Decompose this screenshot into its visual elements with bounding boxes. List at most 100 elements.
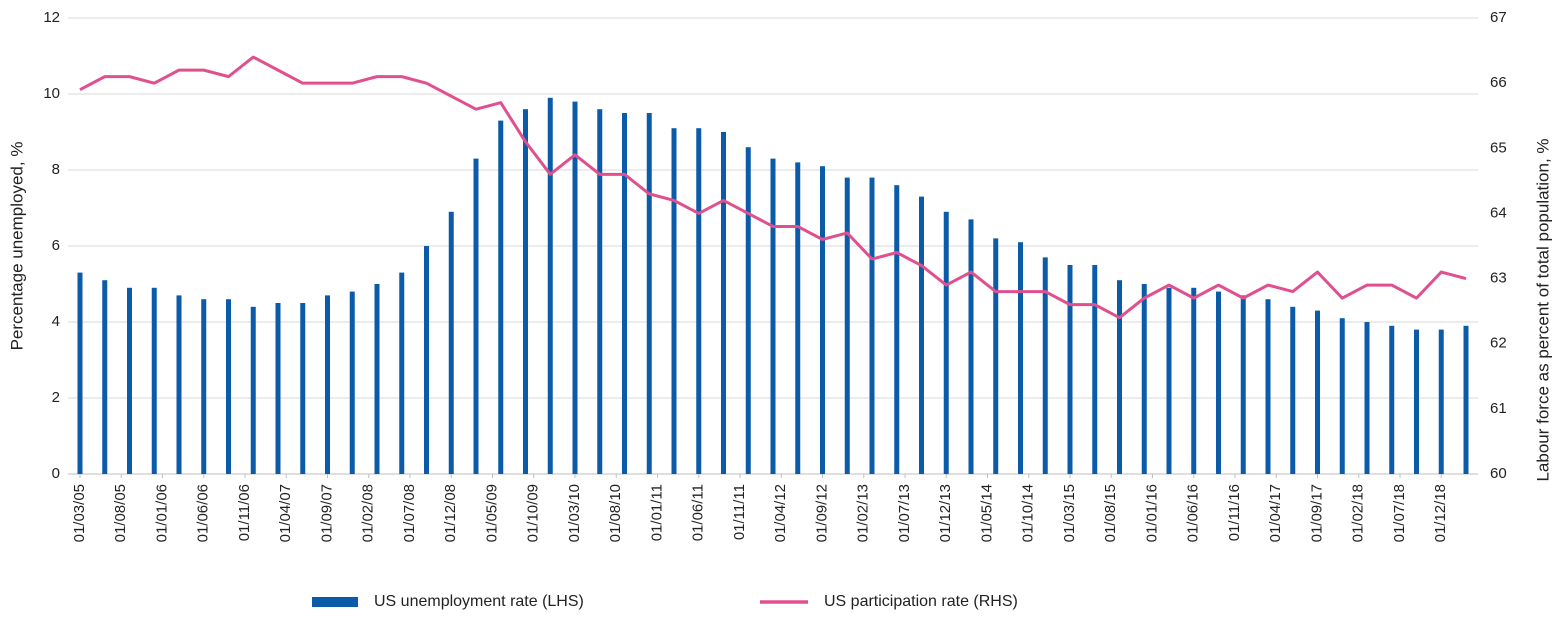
bar <box>102 280 108 474</box>
bar <box>770 158 776 474</box>
bar <box>646 113 652 474</box>
x-tick-label: 01/11/16 <box>1226 484 1243 541</box>
bar <box>448 211 454 475</box>
bar <box>919 196 924 474</box>
x-tick-label: 01/04/07 <box>277 484 294 542</box>
bar <box>696 128 702 474</box>
bar <box>473 158 479 474</box>
bar <box>894 185 900 474</box>
bar <box>77 272 83 474</box>
y-tick-label: 8 <box>52 161 60 178</box>
x-tick-label: 01/02/13 <box>855 484 872 542</box>
x-tick-label: 01/07/13 <box>896 484 913 542</box>
x-tick-label: 01/01/11 <box>648 484 665 541</box>
y2-tick-label: 66 <box>1490 74 1507 91</box>
x-tick-label: 01/05/14 <box>978 484 995 542</box>
line <box>79 55 1467 320</box>
bar <box>1240 295 1246 474</box>
x-tick-label: 01/06/11 <box>690 484 707 541</box>
bar <box>869 177 875 474</box>
bar <box>1141 284 1147 474</box>
y2-tick-label: 63 <box>1490 270 1507 287</box>
x-tick-label: 01/08/15 <box>1102 484 1119 542</box>
x-tick-label: 01/03/15 <box>1061 484 1078 542</box>
y-tick-label: 6 <box>52 237 60 254</box>
bar <box>993 238 999 474</box>
x-tick-label: 01/04/17 <box>1267 484 1284 542</box>
legend-label: US participation rate (RHS) <box>824 593 1018 610</box>
bar <box>1364 322 1370 474</box>
x-tick-label: 01/07/18 <box>1391 484 1408 542</box>
bar <box>1315 310 1320 474</box>
bar <box>968 219 974 474</box>
y2-tick-label: 64 <box>1490 204 1507 221</box>
bar <box>1339 318 1345 474</box>
y-tick-label: 2 <box>52 389 60 406</box>
bar <box>1067 265 1073 474</box>
x-tick-label: 01/06/06 <box>195 484 212 542</box>
x-tick-label: 01/04/12 <box>772 484 789 542</box>
y-tick-label: 0 <box>52 465 60 482</box>
x-tick-label: 01/02/08 <box>360 484 377 542</box>
x-tick-label: 01/09/12 <box>813 484 830 542</box>
x-tick-label: 01/12/13 <box>937 484 954 542</box>
bar <box>1463 325 1469 474</box>
bar <box>622 113 627 474</box>
bar <box>1414 329 1419 474</box>
bar <box>349 291 355 474</box>
bar <box>943 211 949 475</box>
bar <box>275 303 281 474</box>
y2-tick-label: 61 <box>1490 400 1507 417</box>
x-tick-label: 01/11/11 <box>731 484 748 540</box>
bar <box>1117 280 1122 474</box>
bar <box>1018 242 1023 474</box>
bar <box>374 284 380 474</box>
x-tick-label: 01/05/09 <box>483 484 500 542</box>
x-tick-label: 01/12/18 <box>1432 484 1449 542</box>
bar <box>572 101 578 474</box>
x-tick-label: 01/08/05 <box>112 484 129 542</box>
x-tick-label: 01/03/05 <box>71 484 88 542</box>
bar <box>795 162 801 474</box>
bar <box>1265 299 1271 474</box>
bar <box>1191 287 1197 474</box>
bar <box>201 299 207 474</box>
bar <box>1438 329 1444 474</box>
bar <box>1216 291 1221 474</box>
legend-swatch <box>312 597 358 607</box>
bar <box>820 166 825 474</box>
bar <box>745 147 751 474</box>
bar <box>424 246 429 474</box>
bar <box>250 306 256 474</box>
x-tick-label: 01/09/07 <box>318 484 335 542</box>
x-tick-label: 01/01/06 <box>153 484 170 542</box>
x-tick-label: 01/02/18 <box>1350 484 1367 542</box>
y2-tick-label: 67 <box>1490 9 1507 26</box>
bar <box>1042 257 1048 474</box>
bar <box>721 132 726 474</box>
y-tick-label: 12 <box>43 9 60 26</box>
y-axis-label: Percentage unemployed, % <box>7 142 26 351</box>
bar <box>1290 306 1296 474</box>
bar <box>844 177 850 474</box>
bar <box>226 299 231 474</box>
x-tick-label: 01/06/16 <box>1185 484 1202 542</box>
x-tick-label: 01/10/14 <box>1020 484 1037 542</box>
y2-tick-label: 65 <box>1490 139 1507 156</box>
y-tick-label: 10 <box>43 85 60 102</box>
bar <box>498 120 504 474</box>
y-tick-label: 4 <box>52 313 60 330</box>
bar <box>325 295 330 474</box>
bar <box>671 128 677 474</box>
bar <box>151 287 157 474</box>
x-tick-label: 01/01/16 <box>1143 484 1160 542</box>
x-tick-label: 01/08/10 <box>607 484 624 542</box>
y2-tick-label: 62 <box>1490 335 1507 352</box>
legend-label: US unemployment rate (LHS) <box>374 593 584 610</box>
y2-axis-label: Labour force as percent of total populat… <box>1533 138 1552 481</box>
x-tick-label: 01/03/10 <box>566 484 583 542</box>
x-tick-label: 01/11/06 <box>236 484 253 541</box>
x-tick-label: 01/10/09 <box>525 484 542 542</box>
bar <box>300 303 306 474</box>
